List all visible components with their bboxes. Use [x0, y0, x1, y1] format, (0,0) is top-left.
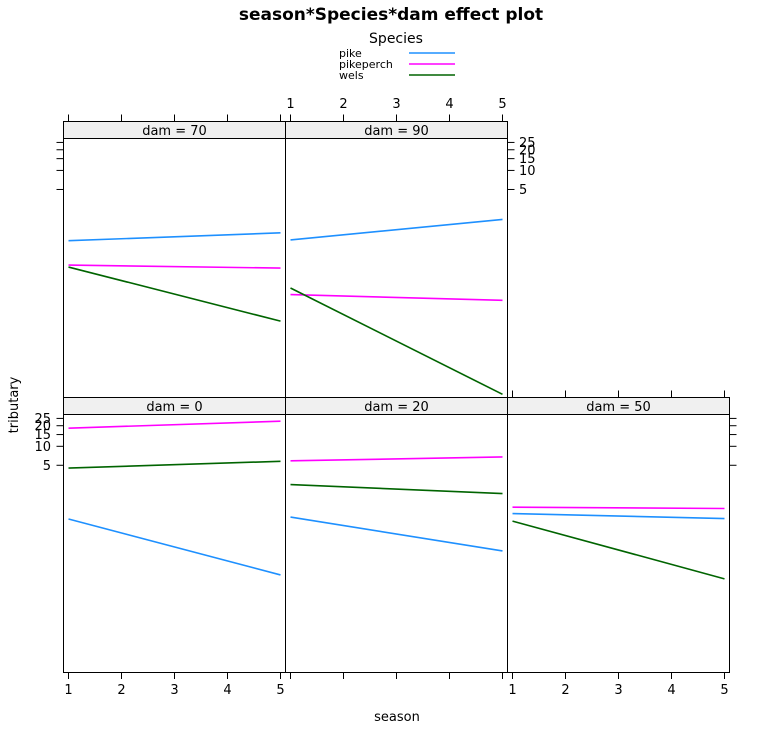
- x-axis-label: season: [374, 710, 420, 725]
- y-tick-label-left: 20: [34, 419, 51, 434]
- y-tick-label-right: 5: [519, 183, 527, 198]
- x-tick-label-bottom: 3: [170, 683, 178, 698]
- legend-entry-pikeperch: pikeperch: [339, 58, 393, 71]
- x-tick-label-top: 5: [498, 97, 506, 112]
- series-line-pikeperch: [290, 456, 503, 462]
- y-axis-label: tributary: [7, 376, 22, 433]
- panel-strip-label: dam = 50: [586, 400, 651, 415]
- y-tick-label-left: 10: [34, 440, 51, 455]
- series-line-pikeperch: [68, 420, 281, 429]
- series-line-wels: [512, 520, 725, 580]
- panel-plot-area: [507, 414, 730, 673]
- chart-title: season*Species*dam effect plot: [239, 5, 543, 25]
- panel-dam-90: dam = 90: [285, 121, 508, 398]
- series-line-pikeperch: [68, 264, 281, 269]
- y-tick-label-left: 25: [34, 412, 51, 427]
- x-tick-label-bottom: 4: [223, 683, 231, 698]
- x-tick-label-bottom: 2: [117, 683, 125, 698]
- series-line-pike: [512, 512, 725, 520]
- x-tick-label-bottom: 1: [508, 683, 516, 698]
- panel-strip-label: dam = 70: [142, 124, 207, 139]
- panel-dam-50: dam = 50: [507, 397, 730, 673]
- x-tick-label-bottom: 5: [720, 683, 728, 698]
- x-tick-label-top: 2: [339, 97, 347, 112]
- y-tick-label-right: 10: [519, 164, 536, 179]
- series-line-wels: [290, 287, 503, 396]
- panel-plot-area: [63, 414, 286, 673]
- x-tick-label-bottom: 5: [276, 683, 284, 698]
- panel-strip-label: dam = 90: [364, 124, 429, 139]
- series-line-wels: [68, 460, 281, 469]
- x-tick-label-bottom: 3: [614, 683, 622, 698]
- x-tick-label-bottom: 2: [561, 683, 569, 698]
- y-tick-label-right: 15: [519, 152, 536, 167]
- y-tick-label-right: 20: [519, 143, 536, 158]
- x-tick-label-top: 4: [445, 97, 453, 112]
- panel-plot-area: [285, 138, 508, 398]
- series-line-pikeperch: [290, 293, 503, 302]
- legend-title: Species: [369, 31, 423, 47]
- panel-plot-area: [285, 414, 508, 673]
- panel-strip-label: dam = 0: [146, 400, 202, 415]
- x-tick-label-bottom: 1: [64, 683, 72, 698]
- legend-entry-wels: wels: [339, 69, 364, 82]
- y-tick-label-left: 15: [34, 428, 51, 443]
- legend-entry-pike: pike: [339, 47, 362, 60]
- panel-dam-70: dam = 70: [63, 121, 286, 398]
- panel-dam-0: dam = 0: [63, 397, 286, 673]
- panels-grid: dam = 0 dam = 20 dam = 50 dam = 70 dam = 90: [63, 121, 730, 673]
- series-line-pikeperch: [512, 506, 725, 510]
- x-tick-label-top: 1: [286, 97, 294, 112]
- series-line-pike: [290, 218, 503, 241]
- series-line-wels: [290, 483, 503, 495]
- x-tick-label-bottom: 4: [667, 683, 675, 698]
- y-tick-label-left: 5: [43, 459, 51, 474]
- series-line-pike: [68, 518, 281, 576]
- y-tick-label-right: 25: [519, 136, 536, 151]
- x-tick-label-top: 3: [392, 97, 400, 112]
- series-line-pike: [290, 516, 503, 552]
- series-line-pike: [68, 232, 281, 242]
- series-line-wels: [68, 266, 281, 322]
- panel-dam-20: dam = 20: [285, 397, 508, 673]
- panel-strip-label: dam = 20: [364, 400, 429, 415]
